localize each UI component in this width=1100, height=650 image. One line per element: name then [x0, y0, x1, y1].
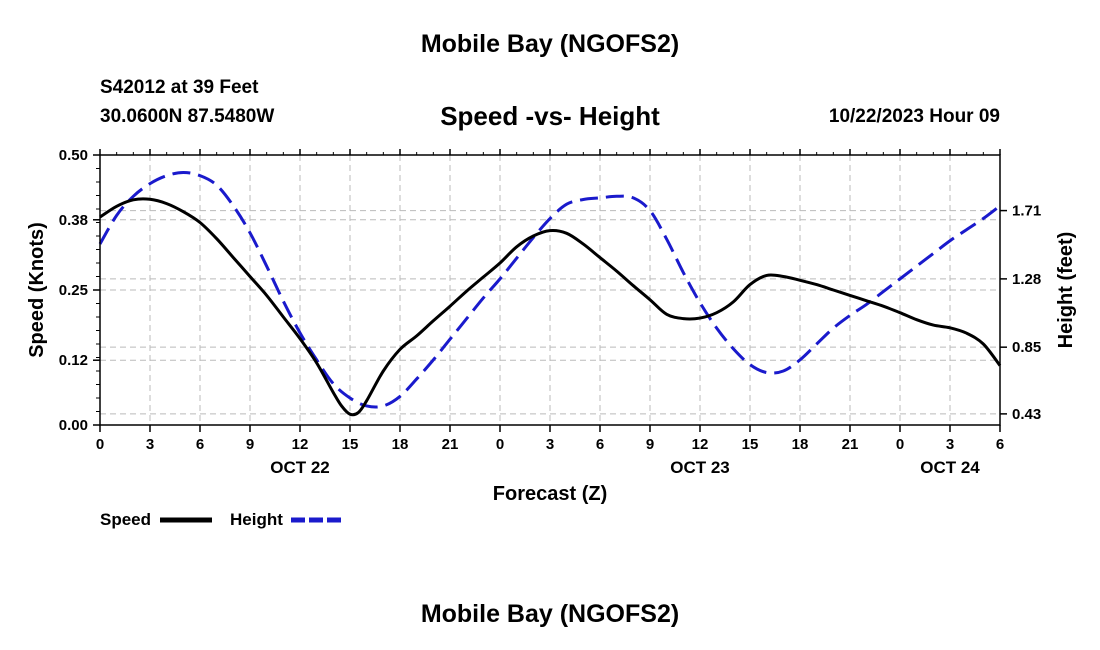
x-tick-label: 3 [546, 436, 554, 453]
legend: Speed Height [100, 510, 343, 529]
x-tick-label: 6 [196, 436, 204, 453]
x-tick-label: 0 [496, 436, 504, 453]
speed-series-line [99, 197, 1002, 417]
y2-tick-label: 1.28 [1012, 271, 1041, 288]
y2-tick-label: 1.71 [1012, 203, 1041, 220]
axis-ticks [93, 149, 1007, 432]
x-tick-label: 12 [692, 436, 709, 453]
forecast-datetime: 10/22/2023 Hour 09 [828, 106, 1000, 127]
x-tick-label: 15 [342, 436, 359, 453]
legend-height-label: Height [230, 510, 283, 529]
station-label: S42012 at 39 Feet [100, 77, 259, 98]
height-series-line [98, 170, 1001, 409]
y-tick-label: 0.50 [59, 147, 88, 164]
x-tick-label: 15 [742, 436, 759, 453]
x-tick-label: 6 [596, 436, 604, 453]
x-tick-label: 18 [792, 436, 809, 453]
date-label: OCT 22 [270, 458, 330, 477]
x-tick-label: 9 [246, 436, 254, 453]
x-tick-label: 3 [146, 436, 154, 453]
series-layer [98, 170, 1002, 417]
x-tick-label: 21 [842, 436, 859, 453]
x-tick-label: 3 [946, 436, 954, 453]
x-tick-label: 21 [442, 436, 459, 453]
footer-title: Mobile Bay (NGOFS2) [420, 600, 680, 628]
y2-tick-label: 0.43 [1012, 406, 1041, 423]
legend-speed-label: Speed [100, 510, 151, 529]
x-tick-label: 12 [292, 436, 309, 453]
y-tick-label: 0.25 [59, 282, 88, 299]
y2-axis-title: Height (feet) [1055, 232, 1077, 349]
axis-labels: 0 3 6 9 12 15 18 21 0 3 6 9 12 15 18 21 0 3 6 OCT 22 OCT 23 O… [59, 147, 1041, 477]
y-axis-title: Speed (Knots) [26, 222, 48, 358]
x-tick-label: 6 [996, 436, 1004, 453]
date-label: OCT 24 [920, 458, 980, 477]
x-tick-label: 0 [896, 436, 904, 453]
x-tick-label: 18 [392, 436, 409, 453]
grid-lines [100, 155, 1000, 425]
y-tick-label: 0.00 [59, 417, 88, 434]
x-tick-label: 0 [96, 436, 104, 453]
y-tick-label: 0.12 [59, 352, 88, 369]
y-tick-label: 0.38 [59, 212, 88, 229]
station-coordinates: 30.0600N 87.5480W [100, 106, 275, 127]
chart-title: Mobile Bay (NGOFS2) [420, 30, 680, 58]
chart-subtitle: Speed -vs- Height [440, 101, 660, 131]
date-label: OCT 23 [670, 458, 730, 477]
x-tick-label: 9 [646, 436, 654, 453]
y2-tick-label: 0.85 [1012, 339, 1041, 356]
x-axis-title: Forecast (Z) [493, 483, 607, 505]
